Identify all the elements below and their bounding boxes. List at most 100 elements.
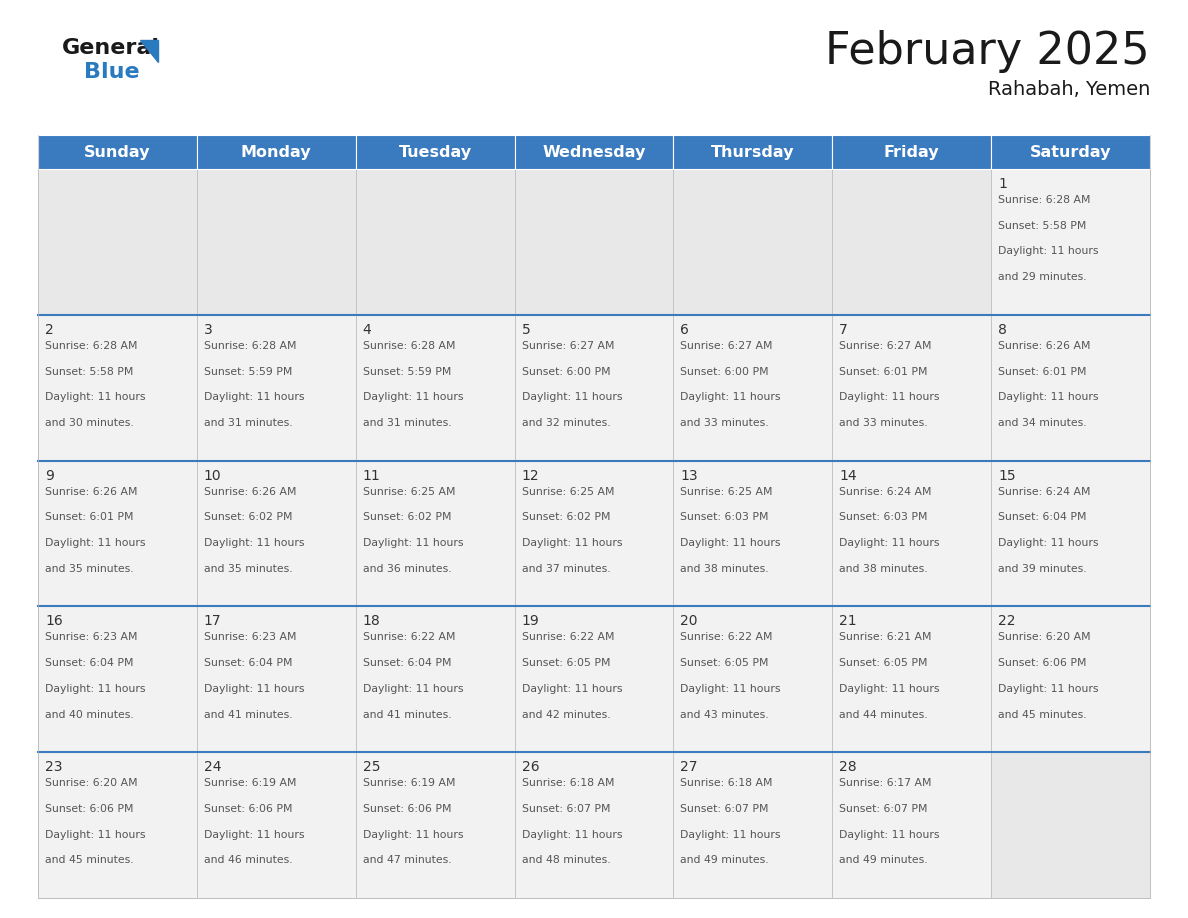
Text: and 41 minutes.: and 41 minutes. xyxy=(362,710,451,720)
Bar xyxy=(674,461,833,607)
Text: Rahabah, Yemen: Rahabah, Yemen xyxy=(987,80,1150,99)
Text: February 2025: February 2025 xyxy=(826,30,1150,73)
Text: and 41 minutes.: and 41 minutes. xyxy=(204,710,292,720)
Text: and 45 minutes.: and 45 minutes. xyxy=(998,710,1087,720)
Text: 10: 10 xyxy=(204,468,221,483)
Bar xyxy=(991,169,1150,315)
Bar xyxy=(355,752,514,898)
Bar xyxy=(991,461,1150,607)
Text: Daylight: 11 hours: Daylight: 11 hours xyxy=(45,684,145,694)
Text: 26: 26 xyxy=(522,760,539,774)
Bar xyxy=(355,315,514,461)
Text: Sunset: 6:01 PM: Sunset: 6:01 PM xyxy=(998,366,1087,376)
Bar xyxy=(833,169,991,315)
Text: Saturday: Saturday xyxy=(1030,144,1111,160)
Bar xyxy=(197,135,355,169)
Text: Sunrise: 6:24 AM: Sunrise: 6:24 AM xyxy=(998,487,1091,497)
Text: Daylight: 11 hours: Daylight: 11 hours xyxy=(681,830,781,840)
Text: 23: 23 xyxy=(45,760,63,774)
Text: and 33 minutes.: and 33 minutes. xyxy=(839,418,928,428)
Text: Sunrise: 6:28 AM: Sunrise: 6:28 AM xyxy=(998,195,1091,205)
Text: Daylight: 11 hours: Daylight: 11 hours xyxy=(204,684,304,694)
Text: and 49 minutes.: and 49 minutes. xyxy=(681,856,769,866)
Text: Sunrise: 6:19 AM: Sunrise: 6:19 AM xyxy=(362,778,455,789)
Text: Daylight: 11 hours: Daylight: 11 hours xyxy=(839,538,940,548)
Text: and 33 minutes.: and 33 minutes. xyxy=(681,418,769,428)
Bar xyxy=(514,135,674,169)
Text: Sunrise: 6:18 AM: Sunrise: 6:18 AM xyxy=(522,778,614,789)
Bar xyxy=(991,315,1150,461)
Text: Sunset: 6:02 PM: Sunset: 6:02 PM xyxy=(362,512,451,522)
Text: and 44 minutes.: and 44 minutes. xyxy=(839,710,928,720)
Text: Sunrise: 6:20 AM: Sunrise: 6:20 AM xyxy=(998,633,1091,643)
Bar xyxy=(674,135,833,169)
Text: 15: 15 xyxy=(998,468,1016,483)
Text: Sunrise: 6:26 AM: Sunrise: 6:26 AM xyxy=(998,341,1091,351)
Text: Daylight: 11 hours: Daylight: 11 hours xyxy=(998,246,1099,256)
Text: Sunset: 6:06 PM: Sunset: 6:06 PM xyxy=(362,804,451,814)
Bar xyxy=(514,315,674,461)
Text: Sunset: 6:03 PM: Sunset: 6:03 PM xyxy=(839,512,928,522)
Text: 3: 3 xyxy=(204,323,213,337)
Text: 5: 5 xyxy=(522,323,530,337)
Bar xyxy=(197,169,355,315)
Text: Sunset: 6:05 PM: Sunset: 6:05 PM xyxy=(681,658,769,668)
Text: Sunset: 6:00 PM: Sunset: 6:00 PM xyxy=(681,366,769,376)
Text: Daylight: 11 hours: Daylight: 11 hours xyxy=(362,830,463,840)
Bar xyxy=(674,607,833,752)
Text: 17: 17 xyxy=(204,614,221,629)
Text: 2: 2 xyxy=(45,323,53,337)
Bar xyxy=(833,607,991,752)
Text: Sunrise: 6:27 AM: Sunrise: 6:27 AM xyxy=(839,341,931,351)
Bar xyxy=(38,607,197,752)
Text: Sunset: 5:59 PM: Sunset: 5:59 PM xyxy=(362,366,451,376)
Bar xyxy=(833,315,991,461)
Text: 27: 27 xyxy=(681,760,697,774)
Text: and 48 minutes.: and 48 minutes. xyxy=(522,856,611,866)
Text: Daylight: 11 hours: Daylight: 11 hours xyxy=(998,684,1099,694)
Text: and 32 minutes.: and 32 minutes. xyxy=(522,418,611,428)
Text: Monday: Monday xyxy=(241,144,311,160)
Text: Daylight: 11 hours: Daylight: 11 hours xyxy=(839,684,940,694)
Bar xyxy=(991,607,1150,752)
Bar xyxy=(514,607,674,752)
Text: Sunset: 6:06 PM: Sunset: 6:06 PM xyxy=(45,804,133,814)
Text: Sunrise: 6:27 AM: Sunrise: 6:27 AM xyxy=(522,341,614,351)
Bar xyxy=(514,169,674,315)
Text: and 31 minutes.: and 31 minutes. xyxy=(204,418,292,428)
Bar xyxy=(38,169,197,315)
Bar xyxy=(674,169,833,315)
Text: and 42 minutes.: and 42 minutes. xyxy=(522,710,611,720)
Text: Sunrise: 6:18 AM: Sunrise: 6:18 AM xyxy=(681,778,773,789)
Bar xyxy=(38,315,197,461)
Text: 19: 19 xyxy=(522,614,539,629)
Text: Sunset: 6:01 PM: Sunset: 6:01 PM xyxy=(45,512,133,522)
Bar xyxy=(355,461,514,607)
Text: Sunset: 6:02 PM: Sunset: 6:02 PM xyxy=(522,512,611,522)
Bar xyxy=(833,461,991,607)
Text: Sunset: 6:01 PM: Sunset: 6:01 PM xyxy=(839,366,928,376)
Text: Sunset: 6:07 PM: Sunset: 6:07 PM xyxy=(681,804,769,814)
Text: Daylight: 11 hours: Daylight: 11 hours xyxy=(839,392,940,402)
Bar xyxy=(674,752,833,898)
Text: Daylight: 11 hours: Daylight: 11 hours xyxy=(839,830,940,840)
Text: 6: 6 xyxy=(681,323,689,337)
Text: Sunset: 6:00 PM: Sunset: 6:00 PM xyxy=(522,366,611,376)
Text: Daylight: 11 hours: Daylight: 11 hours xyxy=(204,830,304,840)
Text: Daylight: 11 hours: Daylight: 11 hours xyxy=(362,392,463,402)
Text: Sunrise: 6:28 AM: Sunrise: 6:28 AM xyxy=(204,341,296,351)
Text: Sunset: 5:58 PM: Sunset: 5:58 PM xyxy=(998,220,1087,230)
Bar xyxy=(514,461,674,607)
Text: and 45 minutes.: and 45 minutes. xyxy=(45,856,133,866)
Text: Sunrise: 6:28 AM: Sunrise: 6:28 AM xyxy=(362,341,455,351)
Text: 14: 14 xyxy=(839,468,857,483)
Text: Daylight: 11 hours: Daylight: 11 hours xyxy=(45,538,145,548)
Text: Sunrise: 6:23 AM: Sunrise: 6:23 AM xyxy=(45,633,138,643)
Text: Daylight: 11 hours: Daylight: 11 hours xyxy=(45,830,145,840)
Text: Sunrise: 6:28 AM: Sunrise: 6:28 AM xyxy=(45,341,138,351)
Text: Daylight: 11 hours: Daylight: 11 hours xyxy=(681,684,781,694)
Text: Daylight: 11 hours: Daylight: 11 hours xyxy=(522,538,623,548)
Text: and 30 minutes.: and 30 minutes. xyxy=(45,418,134,428)
Text: and 31 minutes.: and 31 minutes. xyxy=(362,418,451,428)
Text: Sunrise: 6:25 AM: Sunrise: 6:25 AM xyxy=(362,487,455,497)
